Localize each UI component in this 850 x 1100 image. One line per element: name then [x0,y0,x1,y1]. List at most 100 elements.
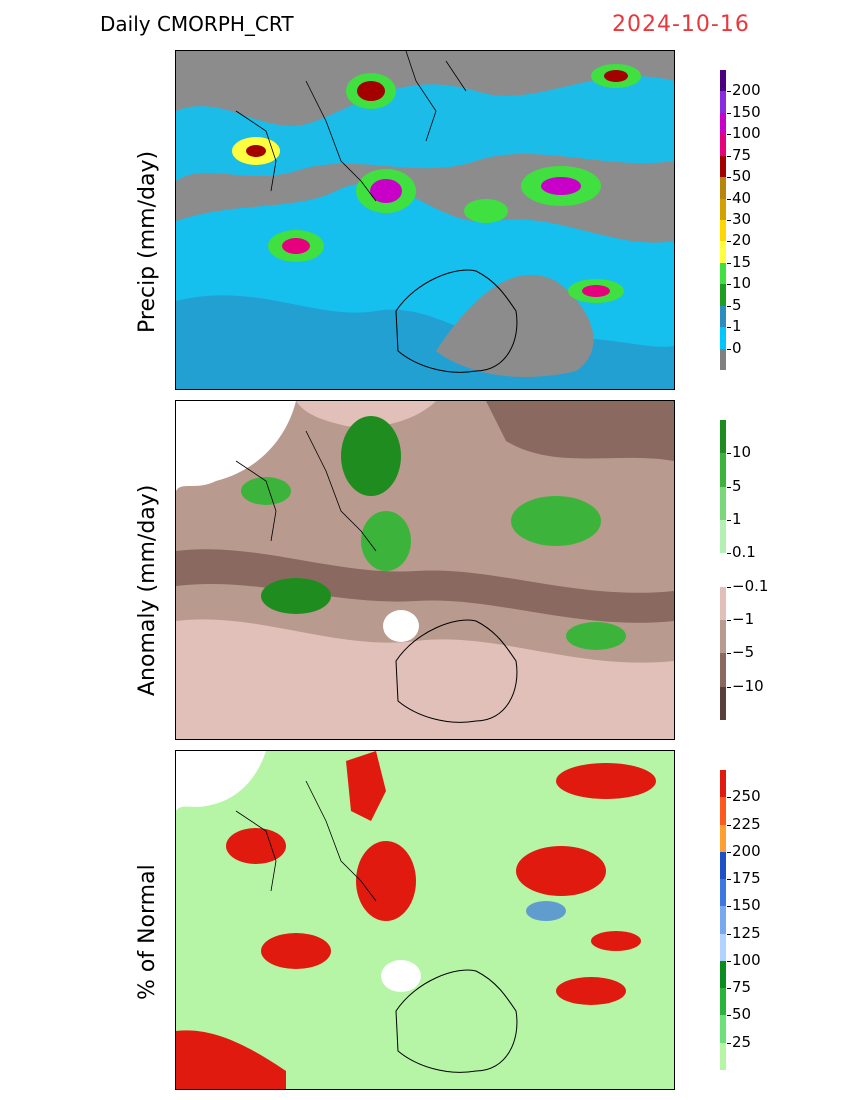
percent-map-svg [176,751,674,1089]
colorbar-segment [720,91,726,114]
colorbar-label: 20 [732,231,752,250]
colorbar-label: 5 [732,295,742,314]
colorbar-label: 50 [732,167,752,186]
colorbar-segment [720,770,726,798]
anomaly-map [175,400,675,740]
colorbar-segment [720,960,726,989]
colorbar-tick [727,486,731,488]
colorbar-tick [727,177,731,179]
precip-ylabel: Precip (mm/day) [135,150,160,333]
colorbar-tick [727,1015,731,1017]
colorbar-segment [720,241,726,264]
colorbar-tick [727,134,731,136]
colorbar-tick [727,91,731,93]
colorbar-tick [727,198,731,200]
colorbar-tick [727,155,731,157]
date-label: 2024-10-16 [612,12,750,37]
colorbar-label: 200 [732,841,761,860]
colorbar-label: −5 [732,643,755,662]
colorbar-segment [720,933,726,962]
colorbar-tick [727,879,731,881]
colorbar-tick [727,520,731,521]
colorbar-tick [727,262,731,264]
colorbar-label: 10 [732,274,752,293]
colorbar-tick [727,988,731,990]
colorbar-segment [720,305,726,328]
colorbar-tick [727,824,731,826]
colorbar-label: 30 [732,210,752,228]
colorbar-segment [720,453,726,488]
colorbar-segment [720,420,726,454]
colorbar-segment [720,112,726,135]
precip-map [175,50,675,390]
percent-ylabel: % of Normal [135,864,160,1000]
colorbar-tick [727,305,731,307]
colorbar-segment [720,177,726,200]
colorbar-segment [720,198,726,221]
colorbar-segment [720,284,726,307]
colorbar-label: 10 [732,443,752,462]
colorbar-label: 75 [732,978,752,997]
colorbar-segment [720,906,726,935]
colorbar-segment [720,686,726,721]
colorbar-tick [727,653,731,655]
colorbar-segment [720,586,726,621]
colorbar-segment [720,1015,726,1044]
colorbar-tick [727,620,731,621]
colorbar-tick [727,453,731,455]
colorbar-segment [720,879,726,907]
colorbar-tick [727,933,731,935]
anomaly-map-svg [176,401,674,739]
colorbar-segment [720,520,726,554]
colorbar-tick [727,220,731,221]
colorbar-label: 100 [732,124,761,143]
colorbar-segment [720,851,726,880]
colorbar-segment [720,653,726,688]
colorbar-label: 25 [732,1032,752,1051]
colorbar-label: 1 [732,317,742,336]
colorbar-segment [720,486,726,521]
colorbar-label: 40 [732,188,752,207]
precip-map-svg [176,51,674,389]
colorbar-segment [720,824,726,853]
anomaly-ylabel: Anomaly (mm/day) [135,484,160,696]
colorbar-label: 175 [732,869,761,888]
percent-map [175,750,675,1090]
colorbar-label: 0.1 [732,543,756,562]
colorbar-label: −1 [732,610,755,628]
colorbar-label: 150 [732,102,761,121]
colorbar-tick [727,1042,731,1044]
colorbar-label: 200 [732,81,761,100]
colorbar-segment [720,327,726,350]
colorbar-tick [727,241,731,243]
colorbar-label: 250 [732,787,761,806]
colorbar-label: 125 [732,923,761,942]
colorbar-label: 150 [732,896,761,915]
colorbar-label: 0 [732,338,742,357]
colorbar-segment [720,988,726,1016]
colorbar-segment [720,220,726,242]
colorbar-segment [720,348,726,371]
colorbar-label: −10 [732,676,764,695]
colorbar-segment [720,1042,726,1071]
colorbar-tick [727,553,731,555]
colorbar-tick [727,284,731,286]
colorbar-tick [727,348,731,350]
colorbar-label: 75 [732,145,752,164]
colorbar-segment [720,620,726,654]
colorbar-label: −0.1 [732,576,769,595]
colorbar-label: 15 [732,252,752,271]
colorbar-tick [727,797,731,799]
colorbar-segment [720,155,726,178]
colorbar-tick [727,112,731,114]
colorbar-tick [727,906,731,908]
colorbar-tick [727,851,731,853]
colorbar-segment [720,553,726,588]
colorbar-tick [727,960,731,962]
colorbar-tick [727,586,731,588]
colorbar-label: 5 [732,476,742,495]
colorbar-label: 225 [732,814,761,833]
colorbar-segment [720,134,726,157]
colorbar-tick [727,686,731,688]
chart-title: Daily CMORPH_CRT [100,12,294,36]
